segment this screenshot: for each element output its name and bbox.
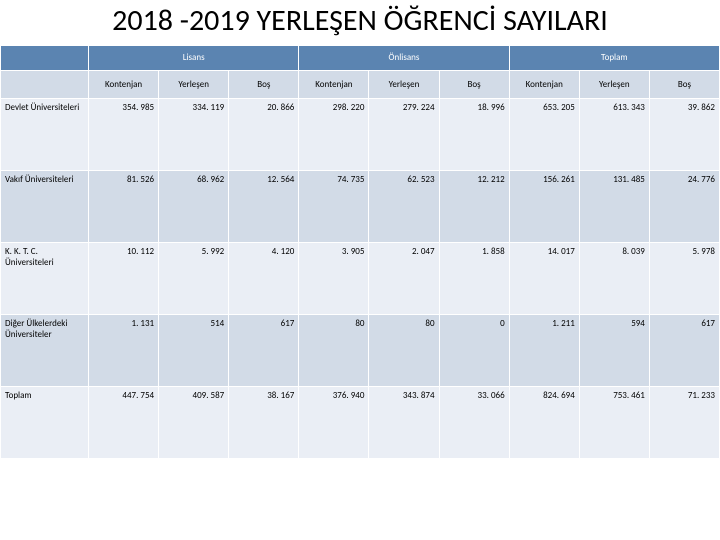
- data-cell: 753. 461: [579, 386, 649, 458]
- sub-header-row: Kontenjan Yerleşen Boş Kontenjan Yerleşe…: [1, 70, 720, 98]
- data-cell: 279. 224: [369, 98, 439, 170]
- data-cell: 653. 205: [509, 98, 579, 170]
- data-cell: 5. 992: [159, 242, 229, 314]
- data-cell: 24. 776: [649, 170, 719, 242]
- table-row: Vakıf Üniversiteleri81. 52668. 96212. 56…: [1, 170, 720, 242]
- data-table: Lisans Önlisans Toplam Kontenjan Yerleşe…: [0, 45, 720, 459]
- data-cell: 14. 017: [509, 242, 579, 314]
- data-cell: 131. 485: [579, 170, 649, 242]
- subheader-cell: Yerleşen: [159, 70, 229, 98]
- data-cell: 5. 978: [649, 242, 719, 314]
- data-cell: 10. 112: [89, 242, 159, 314]
- table-row: Diğer Ülkelerdeki Üniversiteler1. 131514…: [1, 314, 720, 386]
- data-cell: 1. 858: [439, 242, 509, 314]
- data-cell: 71. 233: [649, 386, 719, 458]
- table-row: Devlet Üniversiteleri354. 985334. 11920.…: [1, 98, 720, 170]
- data-cell: 2. 047: [369, 242, 439, 314]
- subheader-cell: Yerleşen: [579, 70, 649, 98]
- data-cell: 1. 211: [509, 314, 579, 386]
- data-cell: 354. 985: [89, 98, 159, 170]
- category-empty: [1, 45, 89, 70]
- slide: 2018 -2019 YERLEŞEN ÖĞRENCİ SAYILARI Lis…: [0, 0, 720, 540]
- row-label: K. K. T. C. Üniversiteleri: [1, 242, 89, 314]
- subheader-cell: Kontenjan: [509, 70, 579, 98]
- data-cell: 74. 735: [299, 170, 369, 242]
- data-cell: 594: [579, 314, 649, 386]
- data-cell: 38. 167: [229, 386, 299, 458]
- data-cell: 18. 996: [439, 98, 509, 170]
- data-cell: 39. 862: [649, 98, 719, 170]
- subheader-cell: Boş: [229, 70, 299, 98]
- data-cell: 62. 523: [369, 170, 439, 242]
- data-cell: 0: [439, 314, 509, 386]
- subheader-cell: Kontenjan: [299, 70, 369, 98]
- data-cell: 617: [649, 314, 719, 386]
- page-title: 2018 -2019 YERLEŞEN ÖĞRENCİ SAYILARI: [0, 4, 720, 45]
- subheader-cell: Kontenjan: [89, 70, 159, 98]
- subheader-empty: [1, 70, 89, 98]
- data-cell: 343. 874: [369, 386, 439, 458]
- data-cell: 376. 940: [299, 386, 369, 458]
- data-cell: 613. 343: [579, 98, 649, 170]
- data-cell: 298. 220: [299, 98, 369, 170]
- subheader-cell: Boş: [439, 70, 509, 98]
- data-cell: 1. 131: [89, 314, 159, 386]
- category-header-row: Lisans Önlisans Toplam: [1, 45, 720, 70]
- data-cell: 12. 564: [229, 170, 299, 242]
- data-cell: 409. 587: [159, 386, 229, 458]
- data-cell: 4. 120: [229, 242, 299, 314]
- data-cell: 617: [229, 314, 299, 386]
- data-cell: 334. 119: [159, 98, 229, 170]
- data-cell: 8. 039: [579, 242, 649, 314]
- data-cell: 80: [299, 314, 369, 386]
- category-lisans: Lisans: [89, 45, 299, 70]
- data-cell: 3. 905: [299, 242, 369, 314]
- data-cell: 12. 212: [439, 170, 509, 242]
- category-onlisans: Önlisans: [299, 45, 509, 70]
- row-label: Vakıf Üniversiteleri: [1, 170, 89, 242]
- data-cell: 33. 066: [439, 386, 509, 458]
- data-cell: 447. 754: [89, 386, 159, 458]
- row-label: Diğer Ülkelerdeki Üniversiteler: [1, 314, 89, 386]
- table-body: Devlet Üniversiteleri354. 985334. 11920.…: [1, 98, 720, 458]
- table-row: Toplam447. 754409. 58738. 167376. 940343…: [1, 386, 720, 458]
- table-row: K. K. T. C. Üniversiteleri10. 1125. 9924…: [1, 242, 720, 314]
- data-cell: 514: [159, 314, 229, 386]
- data-cell: 68. 962: [159, 170, 229, 242]
- data-cell: 81. 526: [89, 170, 159, 242]
- category-toplam: Toplam: [509, 45, 719, 70]
- row-label: Devlet Üniversiteleri: [1, 98, 89, 170]
- data-cell: 80: [369, 314, 439, 386]
- data-cell: 824. 694: [509, 386, 579, 458]
- subheader-cell: Boş: [649, 70, 719, 98]
- row-label: Toplam: [1, 386, 89, 458]
- data-cell: 156. 261: [509, 170, 579, 242]
- data-cell: 20. 866: [229, 98, 299, 170]
- subheader-cell: Yerleşen: [369, 70, 439, 98]
